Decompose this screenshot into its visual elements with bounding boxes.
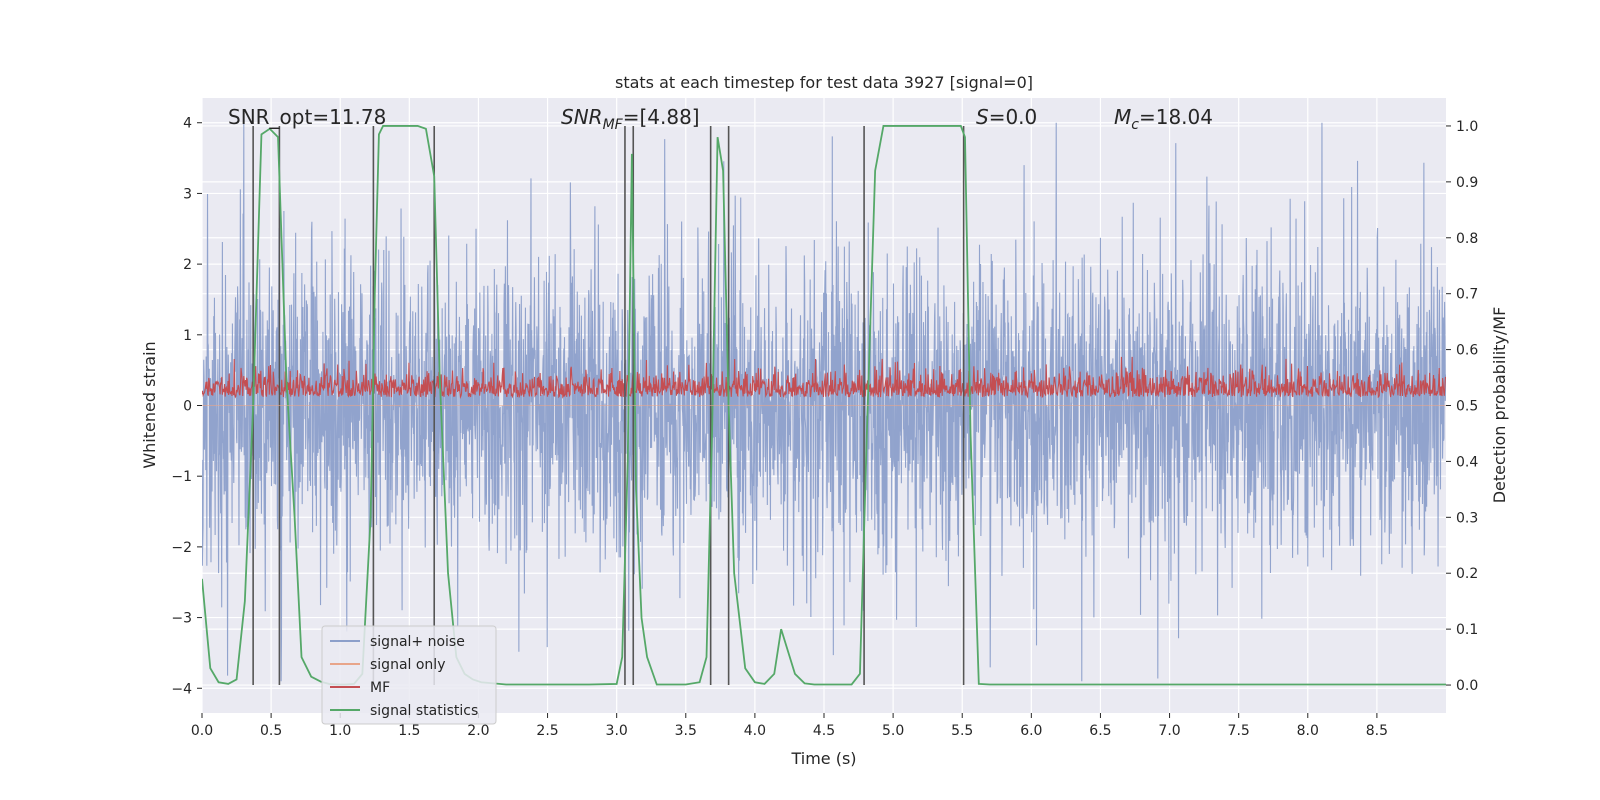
y-left-tick-label: −3 <box>171 611 192 627</box>
y-left-tick-label: −2 <box>171 540 192 556</box>
y-left-tick-label: −1 <box>171 469 192 485</box>
y-left-tick-label: 2 <box>183 257 192 273</box>
x-axis-label: Time (s) <box>790 749 856 768</box>
y-right-tick-label: 0.2 <box>1456 566 1478 582</box>
y-left-tick-label: 4 <box>183 116 192 132</box>
x-tick-label: 1.5 <box>398 723 420 739</box>
x-tick-label: 2.0 <box>467 723 489 739</box>
legend-label: signal+ noise <box>370 634 465 650</box>
y-right-tick-label: 1.0 <box>1456 119 1478 135</box>
y-right-tick-label: 0.8 <box>1456 231 1478 247</box>
mf-line <box>202 356 1446 400</box>
legend: signal+ noise signal only MF signal statist… <box>321 625 497 725</box>
signal-statistics-series <box>202 125 1446 686</box>
y-right-tick-label: 0.4 <box>1456 454 1478 470</box>
y-right-axis-ticks: 1.0 0.9 0.8 0.7 0.6 0.5 0.4 0.3 0.2 0.1 0.0 <box>1446 119 1478 694</box>
signal-statistics-line <box>202 125 1446 686</box>
x-tick-label: 7.0 <box>1158 723 1180 739</box>
x-tick-label: 3.5 <box>675 723 697 739</box>
x-tick-label: 0.0 <box>191 723 213 739</box>
y-left-axis-label: Whitened strain <box>140 341 159 468</box>
x-tick-label: 3.0 <box>606 723 628 739</box>
y-right-tick-label: 0.1 <box>1456 622 1478 638</box>
x-tick-label: 1.0 <box>329 723 351 739</box>
legend-box <box>321 625 497 725</box>
x-tick-label: 4.5 <box>813 723 835 739</box>
mf-series <box>202 356 1446 400</box>
annotation-s: S=0.0 <box>976 105 1037 129</box>
x-tick-label: 0.5 <box>260 723 282 739</box>
y-left-tick-label: 0 <box>183 399 192 415</box>
y-right-tick-label: 0.7 <box>1456 287 1478 303</box>
x-axis-ticks: 0.0 0.5 1.0 1.5 2.0 2.5 3.0 3.5 4.0 4.5 5.0 5.5 6.0 6… <box>191 713 1388 739</box>
y-left-axis-ticks: 4 3 2 1 0 −1 −2 −3 −4 <box>171 116 202 697</box>
annotation-snr-mf: SNRMF=[4.88] <box>561 105 700 133</box>
y-right-tick-label: 0.6 <box>1456 343 1478 359</box>
legend-label: signal statistics <box>370 703 478 719</box>
x-tick-label: 5.5 <box>951 723 973 739</box>
y-right-axis-label: Detection probability/MF <box>1490 307 1509 504</box>
y-left-tick-label: 3 <box>183 186 192 202</box>
legend-label: signal only <box>370 657 445 673</box>
x-tick-label: 6.5 <box>1089 723 1111 739</box>
chart-title: stats at each timestep for test data 392… <box>615 73 1033 92</box>
y-right-tick-label: 0.0 <box>1456 678 1478 694</box>
legend-label: MF <box>370 680 390 696</box>
x-tick-label: 4.0 <box>744 723 766 739</box>
y-right-tick-label: 0.5 <box>1456 399 1478 415</box>
x-tick-label: 6.0 <box>1020 723 1042 739</box>
x-tick-label: 8.0 <box>1297 723 1319 739</box>
x-tick-label: 2.5 <box>536 723 558 739</box>
x-tick-label: 8.5 <box>1366 723 1388 739</box>
y-left-tick-label: −4 <box>171 681 192 697</box>
annotation-mc: Mc=18.04 <box>1114 105 1213 133</box>
annotation-snr-opt: SNR_opt=11.78 <box>228 105 386 129</box>
y-left-tick-label: 1 <box>183 328 192 344</box>
x-tick-label: 5.0 <box>882 723 904 739</box>
plot-content <box>202 122 1446 686</box>
signal-noise-line <box>202 122 1446 682</box>
signal-noise-series <box>202 122 1446 682</box>
y-right-tick-label: 0.3 <box>1456 510 1478 526</box>
y-right-tick-label: 0.9 <box>1456 175 1478 191</box>
x-tick-label: 7.5 <box>1228 723 1250 739</box>
